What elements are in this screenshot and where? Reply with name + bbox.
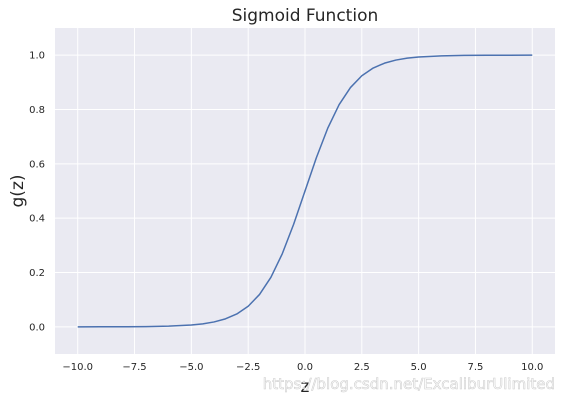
x-tick-labels: −10.0 −7.5 −5.0 −2.5 0.0 2.5 5.0 7.5 10.0	[62, 362, 543, 373]
x-tick-label: −7.5	[122, 362, 146, 373]
x-tick-label: −2.5	[236, 362, 260, 373]
y-tick-label: 0.2	[29, 268, 45, 279]
x-tick-label: 10.0	[521, 362, 543, 373]
watermark: https://blog.csdn.net/ExcaliburUlimited	[263, 375, 555, 393]
x-tick-label: 5.0	[411, 362, 427, 373]
sigmoid-curve-line	[77, 54, 533, 328]
y-tick-label: 0.8	[29, 105, 45, 116]
y-tick-labels: 0.0 0.2 0.4 0.6 0.8 1.0	[29, 51, 45, 334]
x-tick-label: 0.0	[297, 362, 313, 373]
y-tick-label: 0.4	[29, 214, 45, 225]
y-tick-label: 0.6	[29, 159, 45, 170]
series-group	[77, 54, 533, 328]
y-tick-label: 1.0	[29, 51, 45, 62]
y-axis-label: g(z)	[8, 175, 28, 208]
y-tick-label: 0.0	[29, 322, 45, 333]
x-tick-label: 2.5	[354, 362, 370, 373]
grid-lines	[55, 28, 555, 354]
x-tick-label: −5.0	[179, 362, 203, 373]
chart-title: Sigmoid Function	[232, 6, 379, 26]
x-tick-label: 7.5	[468, 362, 484, 373]
x-tick-label: −10.0	[62, 362, 93, 373]
x-axis-label: z	[301, 377, 310, 397]
